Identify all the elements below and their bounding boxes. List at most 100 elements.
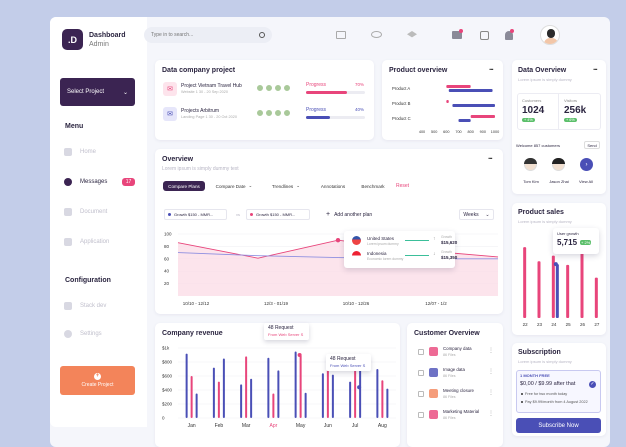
sidebar-item-settings[interactable]: Settings [64, 330, 102, 338]
progress-percent: 40% [355, 107, 365, 112]
more-icon[interactable]: ... [489, 63, 494, 72]
sidebar-item-application[interactable]: Application [64, 238, 109, 246]
user-icon[interactable] [480, 31, 489, 40]
layers-icon[interactable] [407, 31, 417, 38]
subscribe-button[interactable]: Subscribe Now [516, 418, 601, 433]
member-avatar [274, 109, 282, 117]
tab-compare-date[interactable]: Compare Date ⌄ [209, 181, 259, 191]
progress-fill [306, 91, 348, 94]
data-point[interactable] [335, 238, 341, 243]
x-tick-label: Feb [215, 423, 224, 429]
filter-select-1[interactable]: Growth $150 - MMR... [164, 209, 227, 220]
bar [245, 356, 248, 418]
x-tick-label: 12/07 - 1/2 [425, 301, 447, 306]
sidebar-item-stack-dev[interactable]: Stack dev [64, 302, 106, 310]
x-tick-label: 10/10 - 12/12 [183, 301, 210, 306]
more-icon[interactable]: ... [593, 63, 598, 72]
bell-icon[interactable] [505, 31, 513, 40]
brand-title: Dashboard [89, 32, 126, 39]
sidebar-item-messages[interactable]: Messages [64, 178, 107, 186]
messages-badge: 17 [122, 178, 135, 186]
add-plan-button[interactable]: + Add another plan [326, 211, 372, 218]
hair-icon [552, 158, 565, 164]
arrow-up-icon: ↑ [433, 236, 436, 242]
file-icon [429, 368, 438, 377]
project-meta: Landing Page 1 30 - 20 Oct 2020 [181, 115, 237, 119]
data-overview-title: Data Overview [518, 67, 567, 74]
create-project-label: Create Project [81, 382, 114, 388]
filter-2-label: Growth $150 - MMR... [256, 212, 296, 217]
stat-label: Visitors [564, 98, 578, 103]
document-icon [64, 208, 72, 216]
sidebar-item-label: Stack dev [80, 303, 107, 309]
plan-price: $0,00 / $9.99 after that [520, 381, 576, 387]
data-point[interactable] [297, 353, 302, 357]
filter-select-2[interactable]: Growth $150 - MMR... [246, 209, 310, 220]
search-input[interactable] [151, 32, 251, 38]
bar [272, 393, 275, 418]
row-name[interactable]: Meeting closure [443, 388, 474, 393]
bar [267, 357, 270, 418]
data-point[interactable] [357, 385, 362, 390]
chevron-down-icon: ⌄ [485, 211, 490, 218]
more-vertical-icon[interactable]: ⋮ [488, 369, 494, 375]
project-name[interactable]: Project Vietnam Travel Hub [181, 83, 242, 89]
bar [277, 370, 280, 418]
bar [458, 119, 471, 122]
period-select[interactable]: Weeks ⌄ [459, 209, 494, 220]
select-project-dropdown[interactable]: Select Project ⌄ [60, 78, 135, 106]
avatar[interactable] [540, 25, 560, 45]
row-checkbox[interactable] [418, 349, 424, 355]
data-point[interactable] [553, 262, 558, 267]
row-checkbox[interactable] [418, 391, 424, 397]
row-name[interactable]: Marketing Material [443, 409, 480, 414]
bar [448, 89, 493, 92]
sidebar-item-home[interactable]: Home [64, 148, 96, 156]
brand-logo: .D [62, 29, 83, 50]
more-vertical-icon[interactable]: ⋮ [488, 348, 494, 354]
data-overview-subtitle: Lorem ipsum is simply dummy [518, 77, 572, 82]
bar [240, 384, 243, 418]
x-tick-label: 26 [580, 322, 586, 327]
row-meta: 86 Files [443, 374, 456, 378]
project-name[interactable]: Projects Arbitrum [181, 108, 220, 114]
trend-badge: + 4% [522, 118, 535, 122]
progress-label: Progress [306, 107, 327, 113]
window-icon[interactable] [336, 31, 346, 39]
bar [212, 367, 215, 418]
tab-compare-plans[interactable]: Compare Plans [163, 181, 205, 191]
row-checkbox[interactable] [418, 370, 424, 376]
subscription-plan[interactable] [516, 370, 601, 413]
progress-label: Progress [306, 82, 327, 88]
flag-icon [352, 236, 361, 245]
more-icon[interactable]: ... [488, 152, 493, 161]
tab-benchmark[interactable]: Benchmark [355, 181, 391, 191]
more-vertical-icon[interactable]: ⋮ [488, 411, 494, 417]
search-icon[interactable] [259, 32, 265, 38]
server-icon[interactable] [371, 31, 382, 38]
search-bar[interactable] [144, 27, 272, 43]
row-checkbox[interactable] [418, 412, 424, 418]
overview-subtitle: Lorem ipsum is simply dummy text [162, 166, 239, 172]
bar [523, 247, 527, 318]
country-name: Indonesia [367, 251, 387, 256]
tick-label: 1000 [491, 130, 499, 134]
reset-link[interactable]: Reset [396, 183, 410, 189]
row-name[interactable]: Company data [443, 346, 472, 351]
more-vertical-icon[interactable]: ⋮ [488, 390, 494, 396]
inbox-icon[interactable] [452, 31, 462, 39]
x-tick-label: May [296, 423, 306, 429]
tab-trendlines[interactable]: Trendlines ⌄ [266, 181, 306, 191]
row-name[interactable]: Image data [443, 367, 465, 372]
series-dot-icon [250, 213, 253, 216]
send-button[interactable]: Send [584, 141, 600, 149]
country-name: United States [367, 236, 395, 241]
stat-value: 256k [564, 105, 587, 116]
stat-value: 1024 [522, 105, 545, 116]
sidebar-item-document[interactable]: Document [64, 208, 107, 216]
view-all-button[interactable]: › [580, 158, 593, 171]
home-icon [64, 148, 72, 156]
bar [222, 358, 225, 418]
tab-annotations[interactable]: Annotations [315, 181, 351, 191]
create-project-button[interactable]: + Create Project [60, 366, 135, 395]
